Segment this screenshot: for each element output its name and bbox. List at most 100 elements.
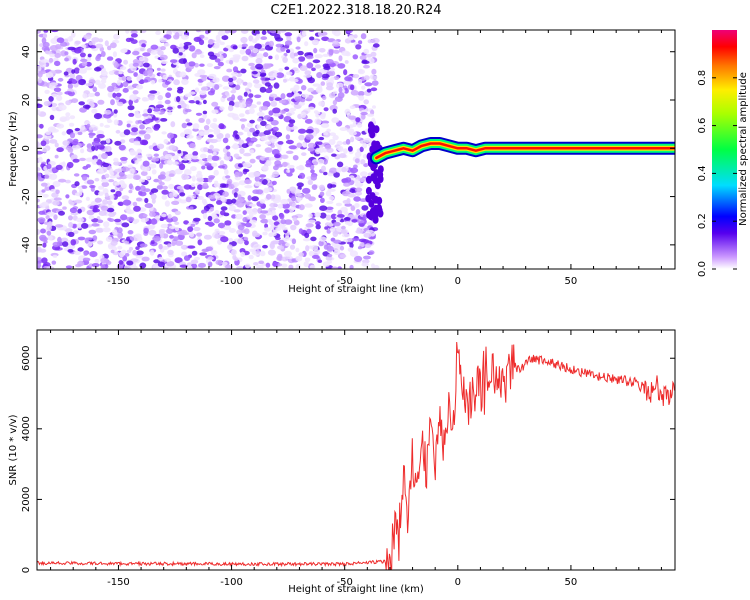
heatmap-speckle (185, 196, 192, 203)
heatmap-speckle (303, 74, 312, 78)
snr-axes: -150 -100 -50 0 50 0 2000 4000 6000 (21, 330, 675, 588)
heatmap-speckle (41, 46, 50, 51)
heatmap-speckle (115, 190, 122, 197)
heatmap-speckle (178, 48, 185, 53)
heatmap-speckle (348, 124, 355, 128)
heatmap-speckle (260, 105, 269, 111)
heatmap-speckle (107, 217, 112, 221)
heatmap-speckle (125, 253, 130, 257)
heatmap-speckle-edge (369, 130, 376, 139)
heatmap-speckle (39, 236, 48, 242)
heatmap-speckle (193, 226, 201, 232)
heatmap-speckle (132, 90, 139, 95)
heatmap-speckle (199, 153, 207, 159)
heatmap-speckle (194, 189, 200, 195)
heatmap-speckle (58, 104, 67, 111)
heatmap-speckle (193, 217, 201, 222)
heatmap-speckle (181, 173, 188, 180)
heatmap-speckle (83, 34, 92, 40)
heatmap-speckle (243, 127, 249, 132)
heatmap-speckle (283, 209, 290, 214)
heatmap-speckle (114, 140, 122, 146)
heatmap-speckle (354, 191, 363, 196)
heatmap-speckle (179, 199, 188, 204)
heatmap-speckle (326, 229, 331, 234)
heatmap-speckle (261, 165, 269, 172)
heatmap-speckle (71, 78, 77, 84)
heatmap-speckle (150, 49, 158, 55)
heatmap-speckle (122, 255, 128, 262)
heatmap-speckle (199, 90, 207, 96)
heatmap-speckle (160, 68, 166, 72)
heatmap-speckle (115, 129, 121, 134)
heatmap-speckle (132, 62, 139, 67)
heatmap-speckle (213, 182, 221, 188)
heatmap-speckle (104, 192, 109, 198)
heatmap-speckle (114, 218, 121, 223)
heatmap-speckle (313, 47, 318, 54)
heatmap-speckle (136, 84, 144, 90)
heatmap-speckle (180, 34, 189, 40)
heatmap-speckle (100, 78, 107, 84)
heatmap-speckle (235, 134, 240, 140)
heatmap-speckle (259, 199, 266, 204)
heatmap-speckle (227, 112, 236, 118)
heatmap-speckle (96, 169, 105, 175)
heatmap-speckle (288, 145, 297, 150)
heatmap-speckle (300, 98, 306, 103)
heatmap-speckle (41, 257, 48, 264)
heatmap-speckle (201, 165, 206, 170)
heatmap-speckle (37, 141, 40, 148)
heatmap-speckle (151, 198, 156, 204)
heatmap-speckle (284, 235, 290, 241)
heatmap-speckle (205, 246, 213, 252)
heatmap-speckle (51, 260, 57, 265)
heatmap-speckle (184, 61, 190, 68)
heatmap-speckle (186, 122, 193, 126)
heatmap-speckle (358, 177, 366, 182)
heatmap-speckle (142, 52, 151, 57)
heatmap-speckle (91, 218, 99, 223)
heatmap-speckle (325, 209, 334, 213)
heatmap-speckle (298, 56, 306, 62)
heatmap-speckle (189, 232, 195, 238)
snr-y-tick-label: 4000 (21, 416, 32, 441)
heatmap-speckle (262, 179, 268, 185)
heatmap-speckle (141, 165, 150, 172)
heatmap-speckle (297, 50, 304, 56)
heatmap-speckle (251, 52, 257, 57)
heatmap-speckle (181, 122, 187, 129)
heatmap-speckle (181, 159, 190, 164)
heatmap-speckle (107, 91, 114, 98)
heatmap-speckle (280, 47, 286, 52)
heatmap-speckle (126, 120, 133, 124)
heatmap-speckle (371, 37, 380, 44)
heatmap-speckle (293, 84, 300, 91)
heatmap-speckle (285, 242, 290, 247)
heatmap-speckle (92, 235, 98, 241)
heatmap-speckle (123, 129, 131, 136)
heatmap-speckle (331, 117, 340, 124)
heatmap-speckle (121, 222, 130, 228)
heatmap-speckle (333, 221, 341, 227)
heatmap-speckle (130, 30, 138, 35)
heatmap-speckle (253, 83, 263, 89)
heatmap-speckle (82, 257, 91, 262)
heatmap-speckle (260, 135, 269, 141)
heatmap-speckle (100, 264, 106, 269)
snr-y-tick-label: 2000 (21, 487, 32, 512)
heatmap-speckle (79, 107, 87, 113)
heatmap-speckle (37, 246, 42, 253)
heatmap-speckle (298, 228, 303, 235)
heatmap-speckle-edge (374, 181, 381, 190)
heatmap-speckle (203, 234, 212, 240)
heatmap-speckle (73, 47, 82, 54)
heatmap-speckle (106, 204, 115, 209)
heatmap-speckle (338, 147, 344, 152)
heatmap-speckle (259, 86, 267, 93)
heatmap-speckle (180, 102, 187, 109)
heatmap-speckle (75, 192, 83, 197)
heatmap-speckle (184, 154, 193, 159)
heatmap-speckle (286, 36, 292, 42)
